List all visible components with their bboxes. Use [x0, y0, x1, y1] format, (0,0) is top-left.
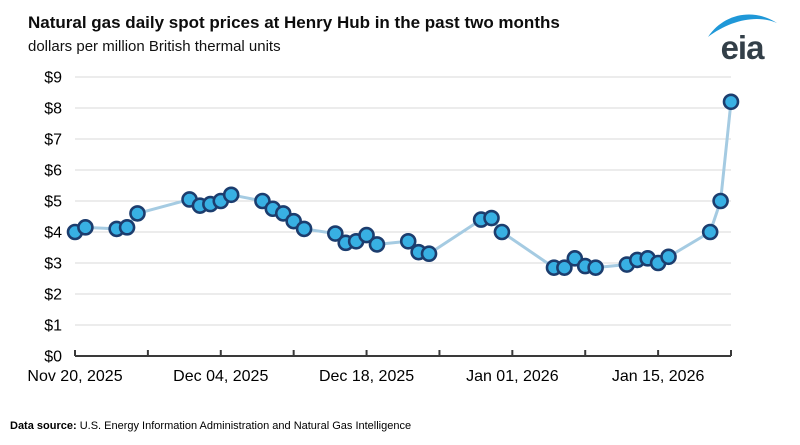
data-point-marker — [327, 225, 344, 242]
y-axis-label: $6 — [44, 163, 62, 180]
data-point-marker — [399, 233, 417, 250]
x-axis-label: Jan 15, 2026 — [612, 368, 705, 385]
eia-logo-text: eia — [721, 29, 766, 66]
eia-logo: eia — [708, 14, 777, 66]
data-point-marker — [483, 209, 500, 227]
data-point-marker — [493, 223, 511, 241]
eia-swoosh-icon — [708, 14, 777, 37]
data-source-text: U.S. Energy Information Administration a… — [76, 420, 412, 432]
y-axis-label: $5 — [44, 194, 62, 211]
data-point-marker — [368, 236, 386, 253]
data-point-marker — [222, 186, 240, 204]
data-point-marker — [358, 226, 375, 244]
x-axis-label: Nov 20, 2025 — [27, 368, 122, 385]
y-axis-label: $0 — [44, 349, 62, 366]
data-point-marker — [77, 219, 94, 236]
chart-units-subtitle: dollars per million British thermal unit… — [28, 38, 281, 55]
data-point-marker — [660, 248, 677, 266]
data-point-marker — [556, 259, 573, 276]
y-axis-label: $3 — [44, 256, 62, 273]
data-point-marker — [701, 223, 719, 241]
data-point-marker — [295, 220, 313, 238]
page-title: Natural gas daily spot prices at Henry H… — [28, 13, 560, 32]
x-axis-label: Dec 18, 2025 — [319, 368, 414, 385]
data-point-marker — [118, 219, 136, 236]
y-axis-label: $9 — [44, 70, 62, 87]
y-axis-label: $4 — [44, 225, 62, 242]
data-point-marker — [129, 205, 146, 222]
y-axis-label: $7 — [44, 132, 62, 149]
data-source: Data source: U.S. Energy Information Adm… — [10, 420, 411, 432]
data-source-label: Data source: — [10, 420, 77, 432]
y-axis-label: $2 — [44, 287, 62, 304]
x-axis-label: Dec 04, 2025 — [173, 368, 268, 385]
y-axis-label: $8 — [44, 101, 62, 118]
data-point-marker — [420, 245, 438, 262]
data-point-marker — [587, 259, 604, 276]
y-axis-label: $1 — [44, 318, 62, 335]
x-axis-label: Jan 01, 2026 — [466, 368, 559, 385]
data-point-marker — [712, 192, 729, 210]
data-point-marker — [722, 93, 740, 111]
